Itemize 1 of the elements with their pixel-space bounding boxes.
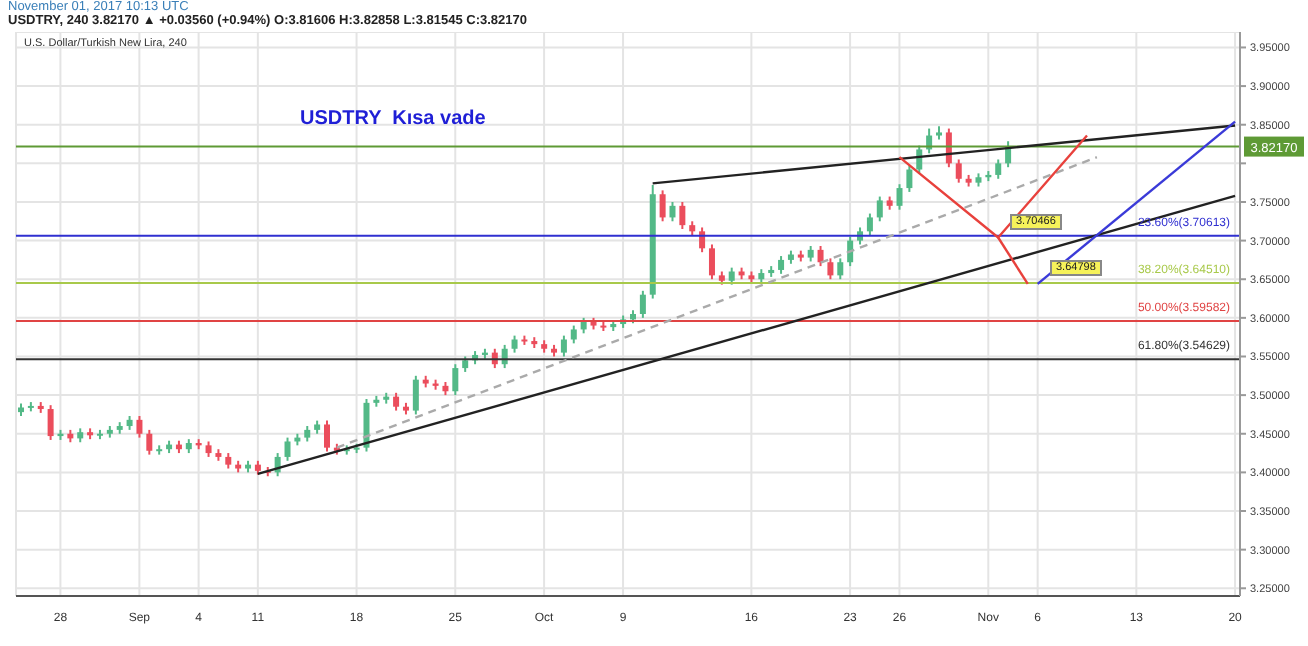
text: USDTRY Kısa vade (300, 108, 486, 130)
